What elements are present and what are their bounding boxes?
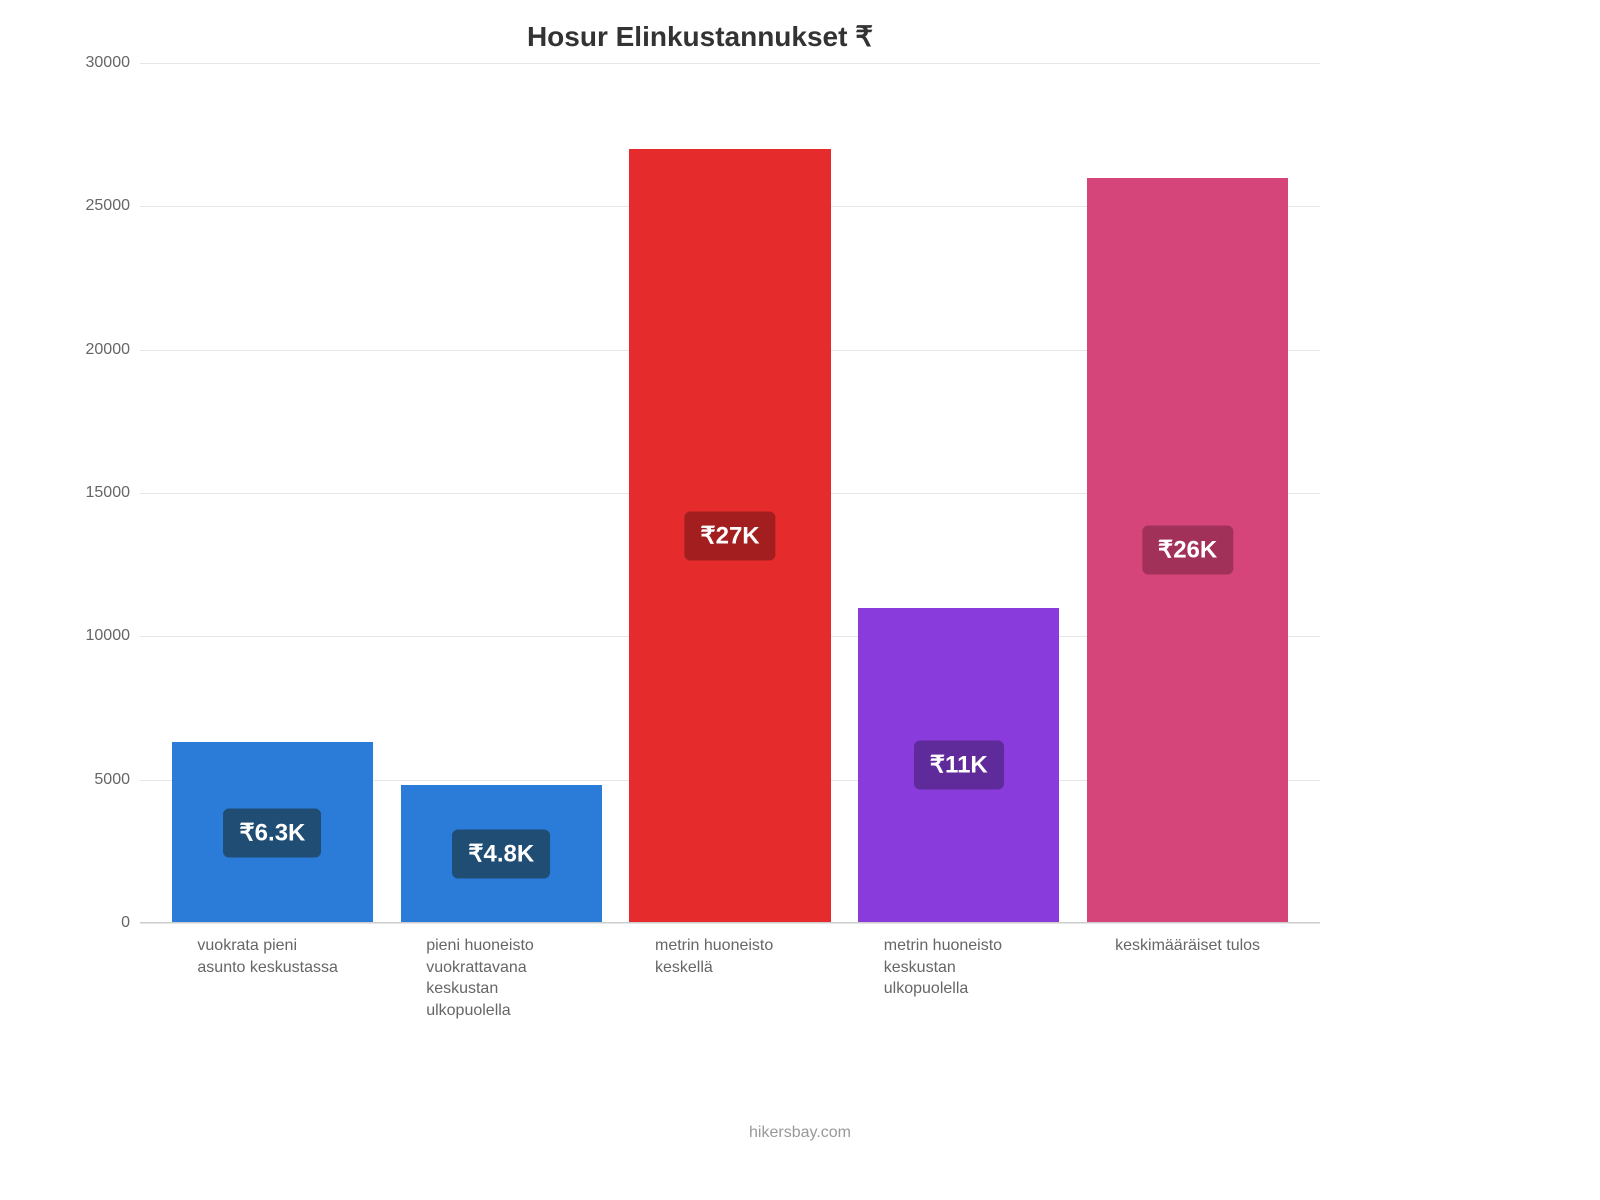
bar-value-label: ₹6.3K [223, 808, 321, 857]
plot-area: 050001000015000200002500030000 ₹6.3K₹4.8… [140, 63, 1320, 923]
y-tick: 0 [60, 914, 130, 932]
bar: ₹11K [858, 608, 1059, 923]
x-axis-line [140, 922, 1320, 923]
bar: ₹6.3K [172, 742, 373, 923]
y-tick: 30000 [60, 54, 130, 72]
x-axis-labels: vuokrata pieni asunto keskustassa pieni h… [140, 923, 1320, 1021]
bar-value-label: ₹4.8K [452, 830, 550, 879]
bar: ₹27K [629, 149, 830, 923]
x-label-slot: vuokrata pieni asunto keskustassa [158, 935, 387, 1021]
bar: ₹26K [1087, 178, 1288, 923]
bar-value-label: ₹26K [1142, 526, 1233, 575]
x-label-slot: pieni huoneisto vuokrattavana keskustan … [387, 935, 616, 1021]
bar-slot: ₹6.3K [158, 63, 387, 923]
bar-slot: ₹11K [844, 63, 1073, 923]
x-label: pieni huoneisto vuokrattavana keskustan … [426, 935, 576, 1021]
bar: ₹4.8K [401, 785, 602, 923]
y-tick: 25000 [60, 197, 130, 215]
x-label-slot: metrin huoneisto keskellä [616, 935, 845, 1021]
x-label-slot: keskimääräiset tulos [1073, 935, 1302, 1021]
bars-container: ₹6.3K ₹4.8K ₹27K ₹11K ₹26K [140, 63, 1320, 923]
bar-slot: ₹26K [1073, 63, 1302, 923]
y-tick: 5000 [60, 771, 130, 789]
x-label: metrin huoneisto keskellä [655, 935, 805, 1021]
y-tick: 20000 [60, 341, 130, 359]
y-tick: 10000 [60, 627, 130, 645]
x-label: metrin huoneisto keskustan ulkopuolella [884, 935, 1034, 1021]
bar-slot: ₹4.8K [387, 63, 616, 923]
chart-title: Hosur Elinkustannukset ₹ [60, 20, 1340, 53]
bar-slot: ₹27K [616, 63, 845, 923]
grid-line [140, 923, 1320, 924]
x-label-slot: metrin huoneisto keskustan ulkopuolella [844, 935, 1073, 1021]
y-axis: 050001000015000200002500030000 [60, 63, 140, 923]
bar-value-label: ₹27K [684, 512, 775, 561]
x-label: keskimääräiset tulos [1115, 935, 1260, 1021]
bar-value-label: ₹11K [914, 741, 1004, 790]
cost-chart: Hosur Elinkustannukset ₹ 050001000015000… [60, 20, 1340, 1010]
attribution-text: hikersbay.com [0, 1124, 1600, 1142]
x-label: vuokrata pieni asunto keskustassa [197, 935, 347, 1021]
y-tick: 15000 [60, 484, 130, 502]
